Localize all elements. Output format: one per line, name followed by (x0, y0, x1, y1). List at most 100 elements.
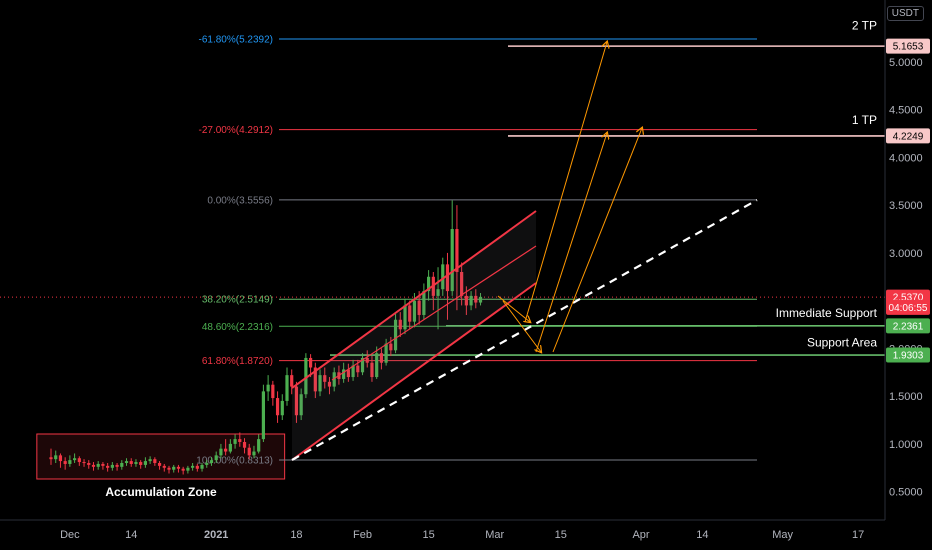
annotations-layer: 2 TP 1 TP Immediate Support Support Area Acc… (105, 19, 877, 499)
candle-body (191, 465, 195, 468)
currency-badge[interactable]: USDT (886, 6, 924, 21)
candle-body (228, 443, 232, 452)
candle-body (389, 343, 393, 351)
candle-body (318, 375, 322, 392)
price-tag-box (886, 347, 930, 363)
candle-body (412, 300, 417, 322)
price-tag-box (886, 318, 930, 334)
candle-body (327, 381, 332, 387)
x-tick-label: May (772, 529, 793, 541)
price-tag-label: 1.9303 (893, 351, 924, 362)
candle-body (143, 461, 147, 465)
candle-body (91, 464, 96, 467)
x-tick-label: 14 (696, 529, 708, 541)
fib-level-label: 0.00%(3.5556) (207, 195, 273, 206)
price-tag-box (886, 38, 930, 54)
candle-body (162, 465, 166, 468)
price-tag-label: 2.2361 (893, 321, 924, 332)
candle-body (299, 394, 303, 416)
x-tick-label: Apr (632, 529, 649, 541)
candle-body (464, 295, 468, 306)
price-tag-label: 2.5370 (893, 293, 924, 304)
candle-body (304, 357, 308, 395)
candle-body (224, 448, 228, 452)
fib-level-label: 61.80%(1.8720) (202, 356, 273, 367)
channel-layer (291, 199, 758, 461)
candle-body (275, 398, 280, 416)
price-tag-label: 5.1653 (893, 42, 924, 53)
channel-upper-line (291, 210, 537, 389)
candle-body (445, 264, 450, 292)
channel-mid-line (331, 245, 537, 381)
candle-body (139, 462, 143, 465)
candle-body (398, 319, 402, 330)
y-tick-label: 5.0000 (889, 57, 923, 69)
candle-body (110, 464, 114, 468)
candle-body (460, 272, 464, 296)
candle-body (375, 353, 379, 378)
fibonacci-layer: -61.80%(5.2392) -27.00%(4.2912) 0.00%(3.55… (196, 35, 757, 467)
candle-body (351, 365, 355, 378)
candle-body (219, 448, 223, 456)
chart-annotation: 1 TP (852, 113, 877, 127)
candle-body (129, 461, 133, 464)
candle-body (342, 369, 346, 379)
candle-body (68, 460, 72, 464)
candle-body (101, 463, 105, 466)
y-tick-label: 3.5000 (889, 200, 923, 212)
candle-body (124, 461, 129, 463)
candle-body (332, 372, 336, 387)
fib-level-label: 38.20%(2.5149) (202, 295, 273, 306)
candle-body (356, 365, 360, 373)
projection-arrow (524, 42, 607, 323)
candle-body (266, 384, 270, 392)
candle-body (441, 264, 445, 290)
x-tick-label: 15 (555, 529, 567, 541)
candle-body (346, 369, 350, 378)
y-tick-label: 4.0000 (889, 152, 923, 164)
x-tick-label: Mar (485, 529, 504, 541)
channel-lower-line (291, 282, 537, 461)
candle-body (242, 441, 247, 448)
candle-body (469, 295, 473, 306)
channel-fill (292, 211, 536, 460)
candle-body (450, 229, 454, 292)
candle-body (209, 460, 214, 463)
candle-body (73, 458, 77, 461)
y-tick-label: 0.5000 (889, 487, 923, 499)
candle-body (58, 455, 63, 462)
x-tick-label: 17 (852, 529, 864, 541)
candle-body (82, 462, 86, 464)
candle-body (436, 289, 440, 296)
candle-body (96, 463, 100, 467)
candle-body (115, 464, 119, 467)
candle-body (200, 464, 204, 469)
candle-body (271, 384, 275, 399)
candle-body (370, 362, 374, 378)
projection-arrow (497, 295, 530, 322)
candle-body (393, 319, 398, 351)
candle-body (280, 400, 284, 416)
candle-body (87, 463, 91, 465)
candle-body (309, 357, 313, 368)
candle-body (120, 463, 124, 467)
candle-body (148, 459, 152, 462)
projection-arrow (502, 300, 541, 352)
candle-body (106, 465, 110, 468)
candle-body (408, 305, 412, 322)
candle-body (478, 296, 483, 303)
candle-body (63, 461, 67, 464)
candle-body (134, 462, 138, 464)
candle-body (290, 375, 294, 387)
candle-body (247, 447, 251, 456)
x-tick-label: Dec (60, 529, 80, 541)
candle-body (176, 466, 181, 469)
projection-arrow (552, 128, 642, 353)
axes-layer: 0.50001.00001.50002.00002.50003.00003.50… (0, 0, 923, 541)
candle-body (195, 465, 199, 469)
candle-body (313, 367, 317, 392)
price-tag-label: 04:06:55 (889, 303, 928, 314)
